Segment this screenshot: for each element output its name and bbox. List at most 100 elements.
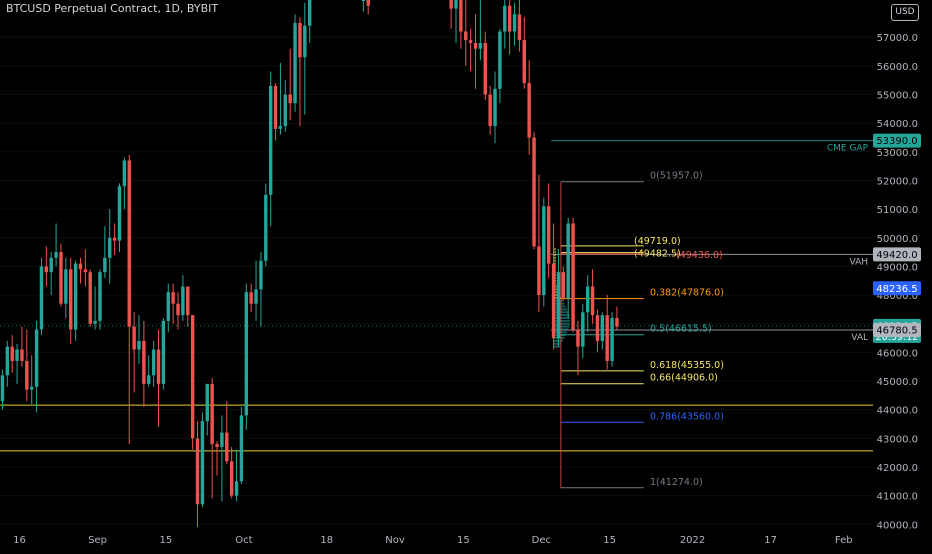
- candle-body: [142, 340, 146, 384]
- candle-body: [171, 292, 175, 304]
- candle-body: [112, 237, 117, 241]
- candle-body: [605, 315, 609, 361]
- candle-body: [483, 42, 487, 95]
- candle-body: [366, 0, 370, 6]
- price-labels: 53390.049420.048236.546924.520:59:124678…: [873, 133, 921, 343]
- candle-body: [49, 257, 53, 273]
- horizontal-line-label: VAL: [851, 333, 868, 343]
- fib-level-label: 0.5(46615.5): [650, 324, 712, 335]
- candle-body: [576, 329, 580, 347]
- candle-body: [181, 286, 185, 316]
- candle-body: [361, 0, 366, 1]
- candle-body: [610, 318, 614, 361]
- price-label-tag: [873, 281, 921, 296]
- horizontal-line-label: CME GAP: [827, 144, 869, 154]
- candle-body: [190, 315, 195, 439]
- candle-body: [532, 137, 536, 247]
- price-label-text: 48236.5: [876, 284, 917, 295]
- y-tick-label: 42000.0: [877, 463, 918, 474]
- fib-level-label: (49719.0): [634, 236, 681, 247]
- y-tick-label: 53000.0: [877, 148, 918, 159]
- price-label-tag: [873, 133, 921, 148]
- candle-body: [151, 349, 156, 376]
- candle-body: [464, 31, 468, 41]
- y-tick-label: 54000.0: [877, 119, 918, 130]
- candles: [0, 0, 619, 528]
- candle-body: [488, 94, 492, 127]
- candle-body: [103, 257, 107, 273]
- fib-level-label: 1(41274.0): [650, 477, 703, 488]
- candle-body: [590, 286, 595, 316]
- fib-retracement: 0(51957.0) (49719.0) (49482.5)(49436.0) 0.3…: [560, 171, 724, 489]
- candle-body: [117, 186, 122, 241]
- candle-body: [278, 126, 283, 129]
- candle-body: [59, 252, 63, 304]
- x-axis[interactable]: 16 Sep 15 Oct 18 Nov 15 Dec 15 2022 17 Feb: [13, 535, 852, 546]
- volume-profile-bar: [553, 253, 556, 256]
- countdown-text: 20:59:12: [876, 332, 919, 343]
- volume-profile-bar: [553, 248, 556, 251]
- x-tick-label: 17: [764, 535, 777, 546]
- candle-body: [254, 289, 258, 304]
- candle-body: [225, 432, 229, 462]
- candle-body: [473, 42, 478, 49]
- x-tick-label: 18: [320, 535, 333, 546]
- y-tick-label: 56000.0: [877, 62, 918, 73]
- candle-body: [0, 375, 5, 402]
- candle-body: [10, 346, 14, 361]
- x-tick-label: 15: [457, 535, 470, 546]
- candle-body: [478, 42, 483, 49]
- candle-body: [195, 438, 200, 505]
- candle-body: [78, 263, 83, 270]
- candle-body: [283, 94, 288, 127]
- candle-body: [507, 5, 512, 32]
- y-tick-label: 49000.0: [877, 262, 918, 273]
- price-label-text: 49420.0: [876, 250, 917, 261]
- y-axis[interactable]: 40000.0 41000.0 42000.0 43000.0 44000.0 45000…: [877, 33, 918, 531]
- y-tick-label: 48000.0: [877, 291, 918, 302]
- volume-profile-bar: [553, 342, 562, 345]
- y-tick-label: 41000.0: [877, 492, 918, 503]
- candle-body: [39, 266, 44, 330]
- candle-body: [615, 318, 619, 327]
- y-tick-label: 51000.0: [877, 205, 918, 216]
- volume-profile-bar: [553, 317, 570, 319]
- candle-body: [546, 206, 551, 264]
- candle-body: [239, 415, 244, 482]
- volume-profile-bar: [553, 251, 556, 254]
- volume-profile-bar: [553, 322, 570, 325]
- currency-button[interactable]: USD: [891, 4, 919, 21]
- fib-level-label: 0.618(45355.0): [650, 360, 724, 371]
- candle-body: [288, 94, 292, 104]
- candle-body: [561, 272, 566, 298]
- candle-body: [98, 272, 102, 321]
- candle-body: [503, 5, 507, 32]
- y-tick-label: 43000.0: [877, 434, 918, 445]
- candle-body: [303, 25, 307, 58]
- candle-body: [200, 421, 205, 505]
- chart-title: BTCUSD Perpetual Contract, 1D, BYBIT: [6, 2, 219, 15]
- fib-level-label: 0.66(44906.0): [650, 373, 718, 384]
- candle-body: [20, 349, 24, 361]
- candle-body: [517, 14, 522, 41]
- candle-body: [259, 260, 263, 290]
- candle-body: [522, 40, 526, 84]
- candle-body: [156, 349, 161, 384]
- candle-body: [585, 286, 590, 313]
- candle-body: [83, 269, 88, 273]
- x-tick-label: 15: [603, 535, 616, 546]
- volume-profile-bar: [553, 319, 570, 322]
- candle-body: [512, 14, 517, 32]
- x-tick-label: 16: [13, 535, 26, 546]
- candle-body: [108, 237, 112, 258]
- candle-body: [454, 0, 458, 9]
- y-tick-label: 52000.0: [877, 176, 918, 187]
- y-tick-label: 46000.0: [877, 348, 918, 359]
- candle-body: [264, 194, 268, 261]
- candle-body: [69, 269, 73, 330]
- candle-body: [93, 320, 97, 324]
- fib-level-label: 0.786(43560.0): [650, 411, 724, 422]
- y-tick-label: 45000.0: [877, 377, 918, 388]
